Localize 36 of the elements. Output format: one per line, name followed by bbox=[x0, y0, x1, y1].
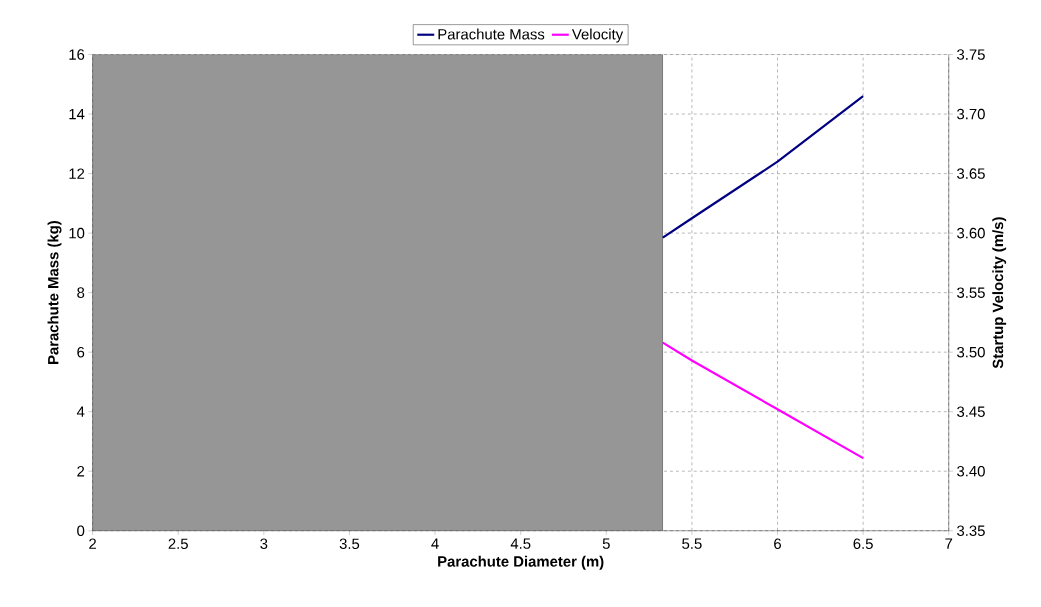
x-tick-label: 7 bbox=[945, 538, 953, 549]
y2-tick-label: 3.55 bbox=[957, 287, 985, 298]
y2-tick-label: 3.65 bbox=[957, 168, 985, 179]
x-tick-label: 4.5 bbox=[510, 538, 531, 549]
x-tick-label: 6 bbox=[774, 538, 781, 549]
y2-tick-label: 3.45 bbox=[957, 406, 985, 417]
y2-axis-title: Startup Velocity (m/s) bbox=[992, 217, 1007, 369]
x-tick-label: 4 bbox=[431, 538, 439, 549]
y-tick-label: 10 bbox=[69, 227, 85, 239]
x-tick-label: 6.5 bbox=[853, 538, 873, 549]
y-tick-label: 0 bbox=[77, 525, 85, 536]
x-axis-title: Parachute Diameter (m) bbox=[438, 555, 604, 570]
y-tick-label: 8 bbox=[77, 287, 85, 298]
y-tick-label: 4 bbox=[76, 406, 85, 417]
x-tick-label: 2 bbox=[89, 538, 96, 549]
y-tick-label: 12 bbox=[69, 168, 85, 179]
line-series bbox=[661, 341, 865, 460]
x-tick-label: 3.5 bbox=[339, 538, 360, 549]
y2-tick-label: 3.40 bbox=[957, 465, 985, 477]
y2-tick-label: 3.35 bbox=[957, 525, 985, 536]
y-tick-label: 6 bbox=[77, 346, 85, 358]
y-tick-label: 14 bbox=[69, 108, 85, 120]
x-tick-label: 3 bbox=[260, 538, 268, 549]
legend-label: Velocity bbox=[571, 28, 624, 43]
x-tick-label: 2.5 bbox=[168, 538, 188, 549]
y2-tick-label: 3.75 bbox=[957, 49, 985, 60]
x-tick-label: 5.5 bbox=[682, 538, 702, 549]
y-tick-label: 2 bbox=[77, 465, 85, 477]
y2-tick-label: 3.70 bbox=[957, 108, 985, 120]
y-axis-title: Parachute Mass (kg) bbox=[47, 220, 62, 364]
legend-label: Parachute Mass bbox=[438, 28, 545, 40]
y2-tick-label: 3.60 bbox=[957, 227, 985, 239]
y-tick-label: 16 bbox=[69, 49, 85, 60]
y2-tick-label: 3.50 bbox=[957, 346, 985, 358]
x-tick-label: 5 bbox=[602, 538, 610, 549]
line-series bbox=[661, 95, 865, 239]
